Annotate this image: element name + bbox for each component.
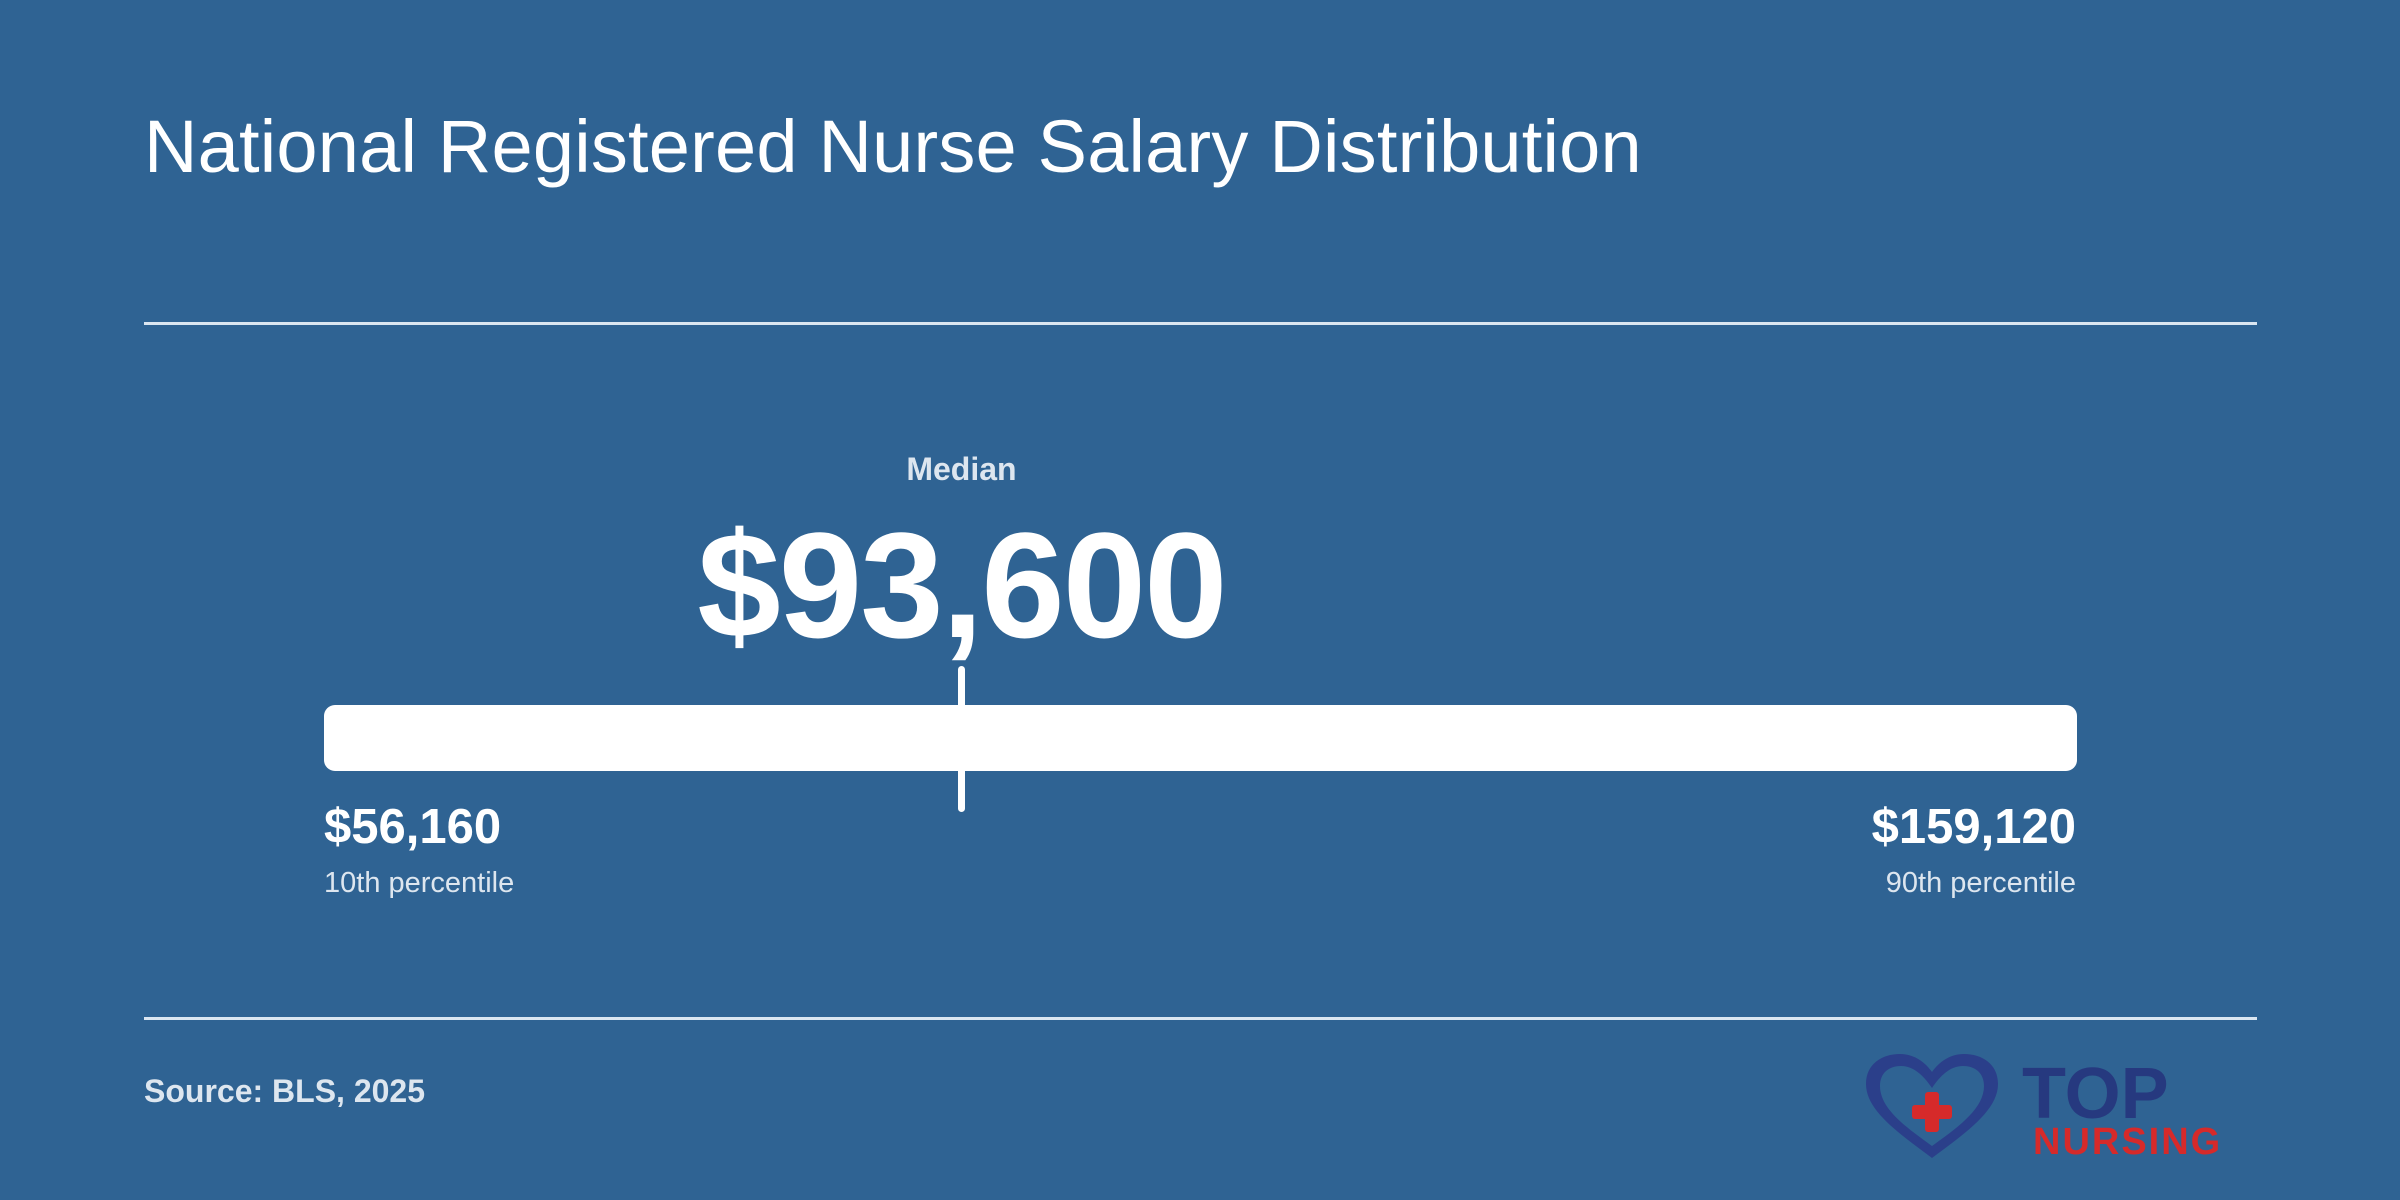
bottom-divider [144,1017,2257,1020]
low-percentile-label: 10th percentile [324,867,515,899]
median-marker [958,666,966,812]
salary-range-bar [324,705,2077,771]
top-divider [144,322,2257,325]
logo-text-top: TOP [2022,1054,2169,1134]
high-percentile-label: 90th percentile [1885,867,2076,899]
low-percentile-value: $56,160 [324,800,502,854]
logo-text-nursing: NURSING [2033,1121,2222,1162]
cross-icon [1912,1092,1952,1132]
high-percentile-value: $159,120 [1871,800,2076,854]
median-label: Median [906,451,1017,487]
page-title: National Registered Nurse Salary Distrib… [144,105,1642,188]
top-nursing-logo: TOP NURSING [1866,1054,2222,1162]
median-value: $93,600 [697,501,1227,669]
source-note: Source: BLS, 2025 [144,1073,425,1109]
